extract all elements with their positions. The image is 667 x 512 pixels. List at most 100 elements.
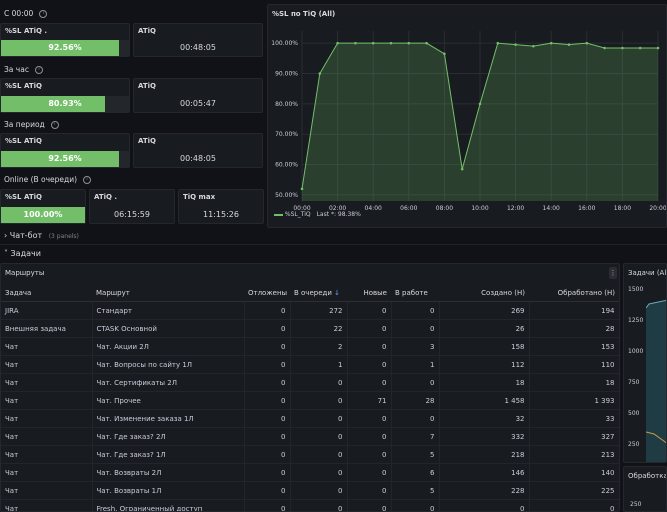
table-row[interactable]: Чат Чат. Акции 2Л 0 2 0 3 158 153 bbox=[1, 337, 619, 356]
cell-task: Чат bbox=[1, 373, 93, 392]
cell-route: Чат. Прочее bbox=[92, 391, 245, 410]
panel-title: ATiQ bbox=[138, 82, 156, 90]
row-chatbot[interactable]: › Чат-бот (3 panels) bbox=[4, 231, 79, 240]
column-header-queue[interactable]: В очереди ↓ bbox=[290, 284, 347, 302]
sl-gauge: 92.56% bbox=[1, 151, 129, 167]
cell-created: 32 bbox=[439, 409, 530, 428]
column-header-processed[interactable]: Обработано (Н) bbox=[529, 284, 619, 302]
cell-work: 3 bbox=[391, 337, 440, 356]
column-header-work[interactable]: В работе bbox=[391, 284, 439, 302]
info-icon[interactable]: i bbox=[50, 121, 59, 129]
routes-table-body: JIRA Стандарт 0 272 0 0 269 194 Внешняя задача CT… bbox=[1, 301, 619, 511]
table-row[interactable]: Чат Fresh. Ограниченный доступ 0 0 0 0 0 0 bbox=[1, 499, 619, 511]
y-tick-label: 100.00% bbox=[271, 40, 298, 47]
table-row[interactable]: Чат Чат. Прочее 0 0 71 28 1 458 1 393 bbox=[1, 391, 619, 410]
section-title-hour: За час i bbox=[4, 65, 43, 74]
data-point bbox=[656, 46, 660, 50]
table-row[interactable]: Чат Чат. Сертификаты 2Л 0 0 0 0 18 18 bbox=[1, 373, 619, 392]
cell-route: Чат. Где заказ? 1Л bbox=[92, 445, 245, 464]
cell-task: Чат bbox=[1, 499, 93, 511]
info-icon[interactable]: i bbox=[34, 66, 43, 74]
data-point bbox=[371, 41, 375, 45]
atiq-panel-hour: ATiQ 00:05:47 bbox=[133, 78, 263, 113]
cell-queue: 1 bbox=[290, 355, 348, 374]
panel-title: Задачи (All) bbox=[628, 269, 667, 277]
chevron-right-icon: › bbox=[4, 231, 8, 240]
atiq-panel-midnight: ATiQ 00:48:05 bbox=[133, 23, 263, 57]
cell-new: 0 bbox=[347, 355, 392, 374]
cell-new: 0 bbox=[347, 445, 392, 464]
table-row[interactable]: Чат Чат. Возвраты 1Л 0 0 0 5 228 225 bbox=[1, 481, 619, 500]
cell-route: Чат. Сертификаты 2Л bbox=[92, 373, 245, 392]
x-tick-label: 10:00 bbox=[471, 205, 488, 212]
chevron-down-icon: ˅ bbox=[4, 249, 8, 258]
atiq-value: 00:48:05 bbox=[180, 154, 216, 163]
data-point bbox=[532, 44, 535, 48]
cell-new: 0 bbox=[347, 409, 392, 428]
cell-queue: 272 bbox=[290, 301, 348, 320]
sl-chart: 100.00% 90.00% 80.00% 70.00% 60.00% 50.00% 00:… bbox=[271, 31, 666, 212]
sl-gauge: 92.56% bbox=[1, 40, 129, 56]
cell-created: 1 458 bbox=[439, 391, 530, 410]
cell-new: 0 bbox=[347, 337, 392, 356]
info-icon[interactable]: i bbox=[39, 10, 48, 18]
table-row[interactable]: JIRA Стандарт 0 272 0 0 269 194 bbox=[1, 301, 619, 320]
data-point bbox=[478, 102, 482, 106]
y-tick-label: 250 bbox=[628, 441, 640, 448]
info-icon[interactable]: i bbox=[83, 176, 92, 184]
column-header-label: В очереди bbox=[294, 288, 332, 297]
gauge-fill bbox=[1, 151, 120, 167]
cell-created: 228 bbox=[439, 481, 530, 500]
data-point bbox=[638, 46, 642, 50]
atiq-panel-period: ATiQ 00:48:05 bbox=[133, 133, 263, 168]
cell-task: JIRA bbox=[1, 301, 93, 320]
data-point bbox=[585, 41, 589, 45]
column-header-route[interactable]: Маршрут bbox=[92, 284, 244, 302]
legend-series-name: %SL_TiQ bbox=[284, 211, 311, 218]
x-tick-label: 08:00 bbox=[436, 205, 453, 212]
chart-legend[interactable]: %SL_TiQ Last *: 98.38% bbox=[274, 211, 361, 218]
x-tick-label: 16:00 bbox=[578, 205, 595, 212]
y-tick-label: 50.00% bbox=[275, 192, 298, 199]
cell-work: 0 bbox=[391, 499, 440, 511]
cell-queue: 0 bbox=[290, 409, 348, 428]
table-row[interactable]: Чат Чат. Где заказ? 1Л 0 0 0 5 218 213 bbox=[1, 445, 619, 464]
table-row[interactable]: Чат Чат. Где заказ? 2Л 0 0 0 7 332 327 bbox=[1, 427, 619, 446]
column-header-postponed[interactable]: Отложены bbox=[244, 284, 290, 302]
x-tick-label: 04:00 bbox=[365, 205, 382, 212]
sl-gauge: 100.00% bbox=[1, 207, 85, 223]
sl-atiq-panel-online: %SL ATiQ 100.00% bbox=[0, 189, 86, 224]
column-header-task[interactable]: Задача bbox=[1, 284, 92, 302]
data-point bbox=[407, 41, 411, 45]
cell-route: Чат. Изменение заказа 1Л bbox=[92, 409, 245, 428]
x-tick-label: 06:00 bbox=[400, 205, 417, 212]
row-tasks[interactable]: ˅ Задачи bbox=[4, 249, 41, 258]
gauge-fill bbox=[1, 96, 105, 112]
section-title-period: За период i bbox=[4, 120, 59, 129]
routes-table-wrap: Задача Маршрут Отложены В очереди ↓ Новы… bbox=[1, 284, 619, 511]
data-point bbox=[621, 46, 624, 50]
cell-postponed: 0 bbox=[244, 355, 291, 374]
atiq-panel-online: ATiQ . 06:15:59 bbox=[89, 189, 175, 224]
kebab-menu-icon[interactable]: ⋮ bbox=[609, 267, 617, 279]
column-header-new[interactable]: Новые bbox=[347, 284, 391, 302]
cell-processed: 28 bbox=[529, 319, 619, 338]
cell-created: 26 bbox=[439, 319, 530, 338]
cell-queue: 0 bbox=[290, 463, 348, 482]
atiq-value: 06:15:59 bbox=[114, 210, 150, 219]
table-row[interactable]: Чат Чат. Возвраты 2Л 0 0 0 6 146 140 bbox=[1, 463, 619, 482]
table-row[interactable]: Чат Чат. Вопросы по сайту 1Л 0 1 0 1 112 110 bbox=[1, 355, 619, 374]
column-header-created[interactable]: Создано (Н) bbox=[439, 284, 529, 302]
cell-work: 5 bbox=[391, 445, 440, 464]
cell-postponed: 0 bbox=[244, 499, 291, 511]
cell-postponed: 0 bbox=[244, 319, 291, 338]
x-tick-label: 00:00 bbox=[293, 205, 310, 212]
cell-processed: 153 bbox=[529, 337, 619, 356]
table-row[interactable]: Чат Чат. Изменение заказа 1Л 0 0 0 0 32 33 bbox=[1, 409, 619, 428]
data-point bbox=[460, 167, 464, 171]
cell-processed: 110 bbox=[529, 355, 619, 374]
x-tick-label: 02:00 bbox=[329, 205, 346, 212]
y-tick-label: 750 bbox=[628, 379, 640, 386]
cell-route: Fresh. Ограниченный доступ bbox=[92, 499, 245, 511]
table-row[interactable]: Внешняя задача CTASK Основной 0 22 0 0 26 28 bbox=[1, 319, 619, 338]
